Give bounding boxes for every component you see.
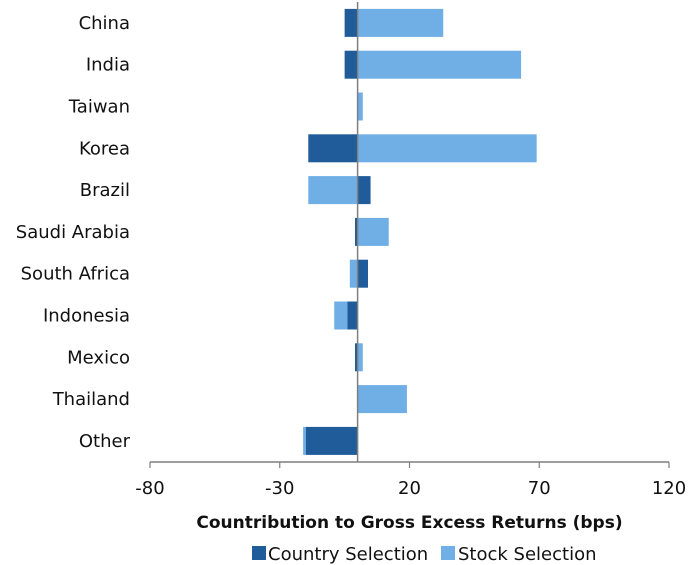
bar-country-selection-indonesia (347, 301, 358, 330)
bar-country-selection-china (344, 8, 358, 37)
bar-stock-selection-saudi-arabia (357, 217, 389, 246)
x-tick-label-20: 20 (398, 478, 421, 499)
bar-country-selection-india (344, 50, 358, 79)
category-label-brazil: Brazil (80, 180, 130, 201)
category-label-saudi-arabia: Saudi Arabia (16, 222, 130, 243)
x-tick-label-120: 120 (652, 478, 686, 499)
bar-stock-selection-thailand (357, 385, 407, 414)
legend-swatch-stock-selection (441, 546, 455, 560)
bar-stock-selection-korea (357, 134, 537, 163)
bar-country-selection-other (305, 426, 358, 455)
category-label-mexico: Mexico (67, 347, 130, 368)
bar-stock-selection-china (357, 8, 444, 37)
x-axis-title: Countribution to Gross Excess Returns (b… (196, 513, 622, 533)
legend-swatch-country-selection (252, 546, 266, 560)
bar-stock-selection-mexico (357, 343, 363, 372)
bar-stock-selection-brazil (308, 176, 358, 205)
axes-layer (149, 461, 670, 468)
legend: Country Selection Stock Selection (252, 544, 597, 565)
x-tick-label-80: -80 (135, 478, 164, 499)
bar-stock-selection-other (303, 426, 306, 455)
category-label-indonesia: Indonesia (43, 306, 130, 327)
x-axis-tick-labels: -80 -30 20 70 120 (135, 478, 686, 499)
bar-country-selection-korea (308, 134, 358, 163)
legend-label-stock-selection: Stock Selection (458, 544, 597, 565)
category-label-korea: Korea (79, 138, 130, 159)
bar-country-selection-south-africa (357, 259, 368, 288)
x-tick-label-30: -30 (265, 478, 294, 499)
legend-label-country-selection: Country Selection (268, 544, 428, 565)
category-label-india: India (86, 55, 130, 76)
category-label-other: Other (79, 431, 131, 452)
bar-stock-selection-taiwan (357, 92, 363, 121)
bar-country-selection-brazil (357, 176, 371, 205)
bar-country-selection-saudi-arabia (355, 217, 358, 246)
category-label-china: China (79, 13, 130, 34)
bar-stock-selection-india (357, 50, 522, 79)
bar-country-selection-mexico (355, 343, 358, 372)
category-labels: China India Taiwan Korea Brazil Saudi Arabia S… (16, 13, 131, 452)
bar-stock-selection-indonesia (334, 301, 348, 330)
category-label-thailand: Thailand (52, 389, 130, 410)
category-label-south-africa: South Africa (21, 264, 130, 285)
x-tick-label-70: 70 (528, 478, 551, 499)
bar-stock-selection-south-africa (349, 259, 358, 288)
bars-layer (303, 8, 537, 455)
category-label-taiwan: Taiwan (68, 97, 130, 118)
